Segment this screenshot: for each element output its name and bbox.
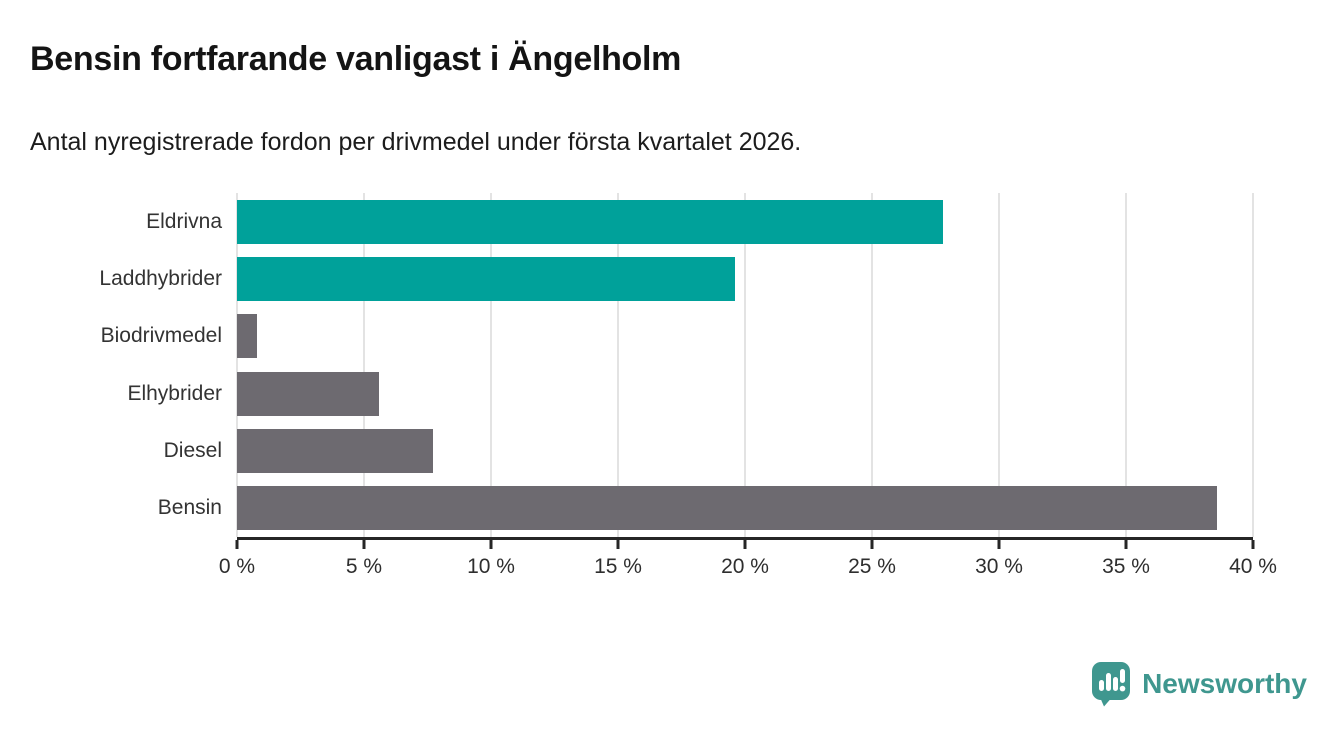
chart-title: Bensin fortfarande vanligast i Ängelholm (30, 40, 682, 78)
x-axis-tick-label: 5 % (345, 554, 383, 578)
gridline (744, 193, 746, 537)
x-axis-tick (1251, 539, 1255, 549)
x-axis-tick (489, 539, 493, 549)
x-axis-tick (616, 539, 620, 549)
bar-diesel (237, 428, 433, 473)
bar-row (237, 422, 1253, 479)
gridlines (236, 193, 1254, 537)
x-axis-tick-label: 40 % (1229, 554, 1277, 578)
gridline (1252, 193, 1254, 537)
chart-subtitle: Antal nyregistrerade fordon per drivmede… (30, 128, 802, 156)
bar-bensin (237, 486, 1218, 531)
x-axis-tick-label: 25 % (848, 554, 896, 578)
x-axis-tick-label: 20 % (721, 554, 769, 578)
category-labels: Eldrivna Laddhybrider Biodrivmedel Elhybrid… (30, 193, 237, 537)
category-label-biodrivmedel: Biodrivmedel (100, 324, 222, 348)
x-axis-tick-label: 15 % (594, 554, 642, 578)
bar-chart: Eldrivna Laddhybrider Biodrivmedel Elhybrid… (30, 193, 1277, 587)
x-axis-tick (743, 539, 747, 549)
category-label-bensin: Bensin (157, 496, 222, 520)
x-axis-tick-label: 30 % (975, 554, 1023, 578)
bar-elhybrider (237, 371, 380, 416)
gridline (236, 193, 238, 537)
x-axis-tick-label: 0 % (218, 554, 256, 578)
bar-laddhybrider (237, 256, 735, 301)
bar-biodrivmedel (237, 314, 258, 359)
x-axis-tick (997, 539, 1001, 549)
brand-name: Newsworthy (1142, 668, 1307, 699)
category-label-diesel: Diesel (163, 438, 222, 462)
x-axis-tick-label: 35 % (1102, 554, 1150, 578)
bar-rows (237, 193, 1253, 537)
gridline (1125, 193, 1127, 537)
bar-row (237, 308, 1253, 365)
newsworthy-logo-icon (1092, 662, 1131, 707)
category-label-eldrivna: Eldrivna (146, 209, 222, 233)
bar-row (237, 250, 1253, 307)
x-axis-tick (1124, 539, 1128, 549)
bar-row (237, 193, 1253, 250)
gridline (363, 193, 365, 537)
x-axis-tick (235, 539, 239, 549)
category-label-laddhybrider: Laddhybrider (99, 266, 222, 290)
plot-area (236, 193, 1254, 537)
bar-row (237, 365, 1253, 422)
x-axis-tick (362, 539, 366, 549)
x-axis-tick (870, 539, 874, 549)
bar-row (237, 479, 1253, 536)
gridline (998, 193, 1000, 537)
gridline (617, 193, 619, 537)
gridline (871, 193, 873, 537)
x-axis-tick-label: 10 % (467, 554, 515, 578)
x-axis: 0 % 5 % 10 % 15 % 20 % 25 % 30 % 35 % 40 % (219, 536, 1277, 587)
gridline (490, 193, 492, 537)
category-label-elhybrider: Elhybrider (127, 381, 222, 405)
brand-footer: Newsworthy (1091, 661, 1307, 707)
bar-eldrivna (237, 199, 944, 244)
